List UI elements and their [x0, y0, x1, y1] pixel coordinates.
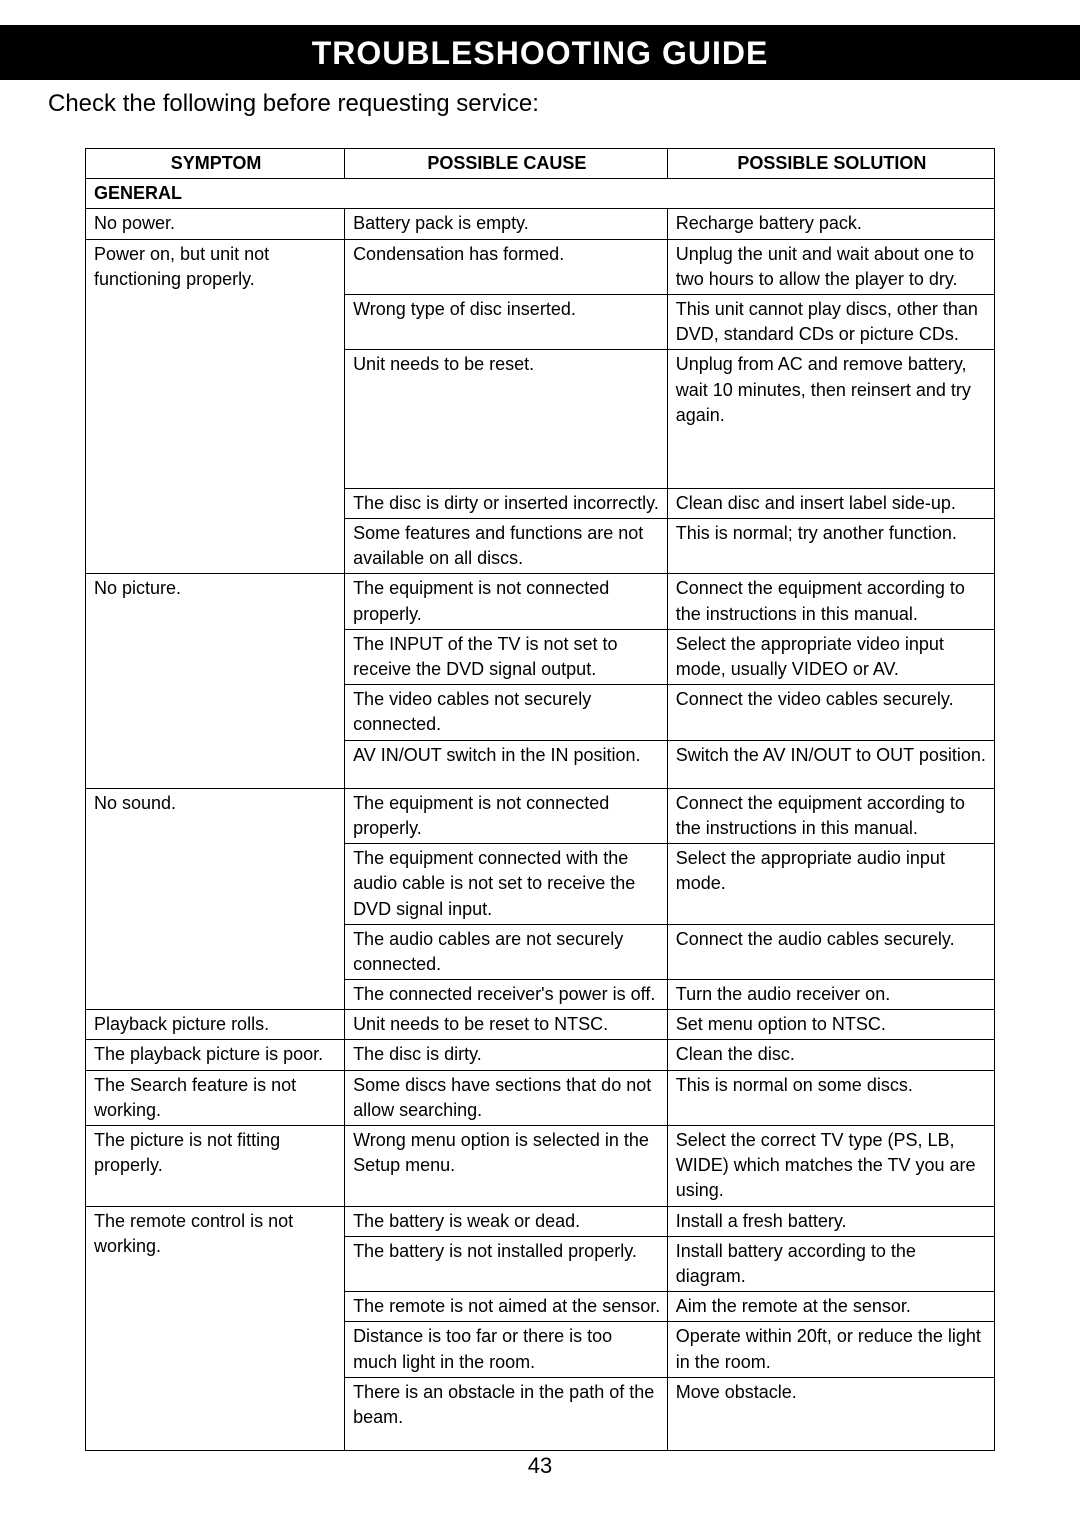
cell-solution: Connect the video cables securely. [667, 685, 994, 740]
table-row: No picture. The equipment is not connect… [86, 574, 995, 629]
cell-cause: Unit needs to be reset. [345, 350, 668, 489]
cell-cause: Some discs have sections that do not all… [345, 1070, 668, 1125]
cell-cause: AV IN/OUT switch in the IN position. [345, 740, 668, 788]
section-label: GENERAL [86, 179, 995, 209]
cell-cause: The connected receiver's power is off. [345, 980, 668, 1010]
cell-symptom: Playback picture rolls. [86, 1010, 345, 1040]
table-row: The playback picture is poor. The disc i… [86, 1040, 995, 1070]
cell-cause: Distance is too far or there is too much… [345, 1322, 668, 1377]
troubleshooting-table-wrap: SYMPTOM POSSIBLE CAUSE POSSIBLE SOLUTION… [0, 118, 1080, 1451]
table-row: No power. Battery pack is empty. Recharg… [86, 209, 995, 239]
table-header-row: SYMPTOM POSSIBLE CAUSE POSSIBLE SOLUTION [86, 149, 995, 179]
cell-solution: Clean the disc. [667, 1040, 994, 1070]
cell-symptom: No power. [86, 209, 345, 239]
cell-cause: The equipment is not connected properly. [345, 574, 668, 629]
header-cause: POSSIBLE CAUSE [345, 149, 668, 179]
cell-solution: Select the correct TV type (PS, LB, WIDE… [667, 1126, 994, 1207]
cell-solution: This is normal; try another function. [667, 519, 994, 574]
cell-cause: Wrong type of disc inserted. [345, 294, 668, 349]
cell-cause: Condensation has formed. [345, 239, 668, 294]
page-title-bar: TROUBLESHOOTING GUIDE [0, 25, 1080, 80]
cell-solution: Select the appropriate audio input mode. [667, 844, 994, 925]
page-subtitle: Check the following before requesting se… [0, 80, 1080, 118]
cell-solution: Unplug from AC and remove battery, wait … [667, 350, 994, 489]
cell-solution: Connect the equipment according to the i… [667, 788, 994, 843]
cell-symptom: Power on, but unit not functioning prope… [86, 239, 345, 574]
cell-cause: The disc is dirty. [345, 1040, 668, 1070]
cell-solution: Recharge battery pack. [667, 209, 994, 239]
header-symptom: SYMPTOM [86, 149, 345, 179]
cell-cause: The battery is weak or dead. [345, 1206, 668, 1236]
table-row: Playback picture rolls. Unit needs to be… [86, 1010, 995, 1040]
cell-solution: Connect the equipment according to the i… [667, 574, 994, 629]
cell-cause: The audio cables are not securely connec… [345, 924, 668, 979]
cell-cause: The remote is not aimed at the sensor. [345, 1292, 668, 1322]
cell-cause: Some features and functions are not avai… [345, 519, 668, 574]
cell-solution: Select the appropriate video input mode,… [667, 629, 994, 684]
cell-cause: The equipment connected with the audio c… [345, 844, 668, 925]
cell-symptom: The picture is not fitting properly. [86, 1126, 345, 1207]
table-row: The picture is not fitting properly. Wro… [86, 1126, 995, 1207]
cell-cause: The disc is dirty or inserted incorrectl… [345, 488, 668, 518]
cell-solution: Set menu option to NTSC. [667, 1010, 994, 1040]
cell-cause: There is an obstacle in the path of the … [345, 1377, 668, 1450]
cell-solution: Connect the audio cables securely. [667, 924, 994, 979]
cell-symptom: The remote control is not working. [86, 1206, 345, 1451]
section-row-general: GENERAL [86, 179, 995, 209]
table-row: The remote control is not working. The b… [86, 1206, 995, 1236]
table-row: Power on, but unit not functioning prope… [86, 239, 995, 294]
cell-cause: The video cables not securely connected. [345, 685, 668, 740]
cell-solution: Aim the remote at the sensor. [667, 1292, 994, 1322]
header-solution: POSSIBLE SOLUTION [667, 149, 994, 179]
cell-cause: Wrong menu option is selected in the Set… [345, 1126, 668, 1207]
page-title: TROUBLESHOOTING GUIDE [312, 35, 769, 71]
cell-solution: This unit cannot play discs, other than … [667, 294, 994, 349]
cell-solution: Switch the AV IN/OUT to OUT position. [667, 740, 994, 788]
cell-solution: Unplug the unit and wait about one to tw… [667, 239, 994, 294]
cell-solution: Install battery according to the diagram… [667, 1236, 994, 1291]
cell-symptom: The playback picture is poor. [86, 1040, 345, 1070]
cell-solution: Operate within 20ft, or reduce the light… [667, 1322, 994, 1377]
cell-solution: Turn the audio receiver on. [667, 980, 994, 1010]
troubleshooting-table: SYMPTOM POSSIBLE CAUSE POSSIBLE SOLUTION… [85, 148, 995, 1451]
cell-solution: This is normal on some discs. [667, 1070, 994, 1125]
cell-symptom: The Search feature is not working. [86, 1070, 345, 1125]
table-row: The Search feature is not working. Some … [86, 1070, 995, 1125]
cell-symptom: No picture. [86, 574, 345, 788]
page-number: 43 [0, 1453, 1080, 1479]
cell-cause: The battery is not installed properly. [345, 1236, 668, 1291]
table-row: No sound. The equipment is not connected… [86, 788, 995, 843]
cell-cause: The equipment is not connected properly. [345, 788, 668, 843]
cell-cause: The INPUT of the TV is not set to receiv… [345, 629, 668, 684]
cell-solution: Install a fresh battery. [667, 1206, 994, 1236]
cell-solution: Move obstacle. [667, 1377, 994, 1450]
cell-solution: Clean disc and insert label side-up. [667, 488, 994, 518]
cell-cause: Unit needs to be reset to NTSC. [345, 1010, 668, 1040]
cell-symptom: No sound. [86, 788, 345, 1010]
cell-cause: Battery pack is empty. [345, 209, 668, 239]
page: TROUBLESHOOTING GUIDE Check the followin… [0, 25, 1080, 1514]
